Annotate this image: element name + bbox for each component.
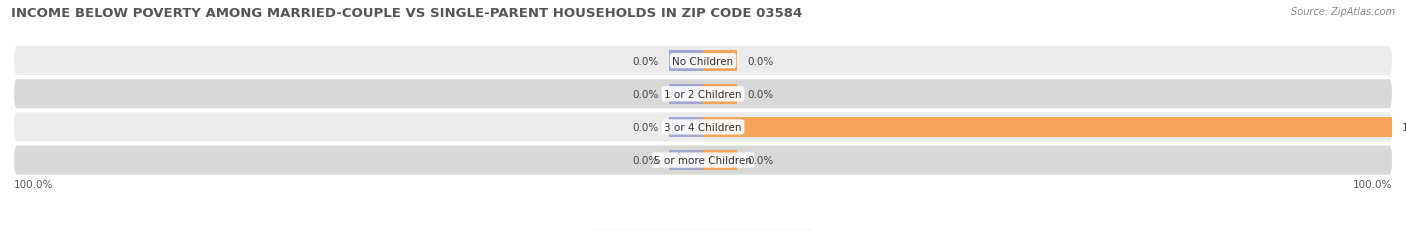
- Text: 100.0%: 100.0%: [14, 179, 53, 189]
- Text: 0.0%: 0.0%: [631, 56, 658, 66]
- FancyBboxPatch shape: [14, 146, 1392, 175]
- Text: No Children: No Children: [672, 56, 734, 66]
- Text: 1 or 2 Children: 1 or 2 Children: [664, 89, 742, 99]
- Bar: [703, 117, 1392, 138]
- Text: 0.0%: 0.0%: [748, 155, 775, 165]
- Bar: [669, 84, 703, 105]
- Text: 0.0%: 0.0%: [631, 155, 658, 165]
- Bar: [703, 51, 738, 72]
- Bar: [669, 51, 703, 72]
- Text: 0.0%: 0.0%: [631, 89, 658, 99]
- Text: Source: ZipAtlas.com: Source: ZipAtlas.com: [1291, 7, 1395, 17]
- FancyBboxPatch shape: [14, 113, 1392, 142]
- Text: 0.0%: 0.0%: [631, 122, 658, 132]
- FancyBboxPatch shape: [14, 80, 1392, 109]
- Bar: [669, 150, 703, 171]
- Bar: [703, 84, 738, 105]
- Text: 3 or 4 Children: 3 or 4 Children: [664, 122, 742, 132]
- Bar: [703, 117, 738, 138]
- Text: 100.0%: 100.0%: [1353, 179, 1392, 189]
- Text: 0.0%: 0.0%: [748, 56, 775, 66]
- Text: 0.0%: 0.0%: [748, 89, 775, 99]
- Text: 100.0%: 100.0%: [1402, 122, 1406, 132]
- FancyBboxPatch shape: [14, 47, 1392, 76]
- Text: INCOME BELOW POVERTY AMONG MARRIED-COUPLE VS SINGLE-PARENT HOUSEHOLDS IN ZIP COD: INCOME BELOW POVERTY AMONG MARRIED-COUPL…: [11, 7, 803, 20]
- Bar: [703, 150, 738, 171]
- Text: 5 or more Children: 5 or more Children: [654, 155, 752, 165]
- Bar: [669, 117, 703, 138]
